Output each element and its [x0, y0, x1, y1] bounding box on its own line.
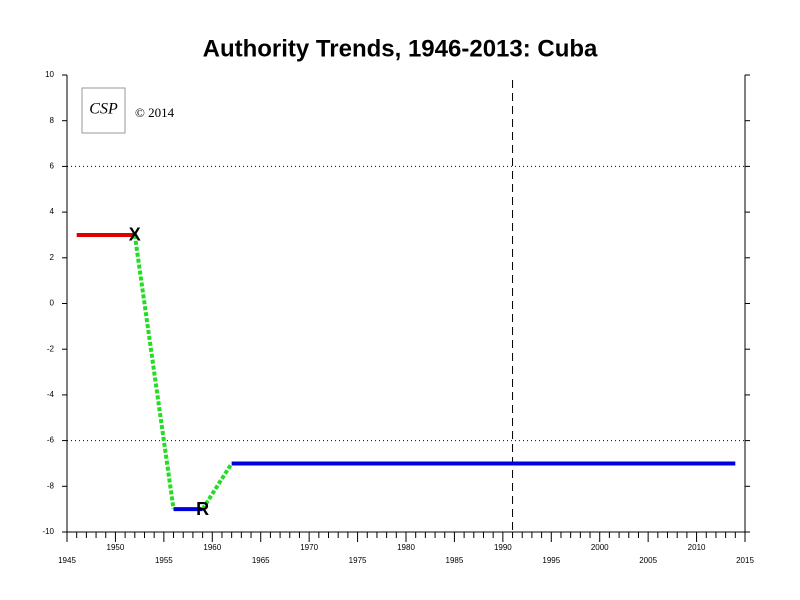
x-tick-label: 1970: [300, 543, 318, 552]
y-tick-label: 0: [50, 299, 55, 308]
x-tick-label: 1995: [542, 556, 560, 565]
x-tick-label: 1945: [58, 556, 76, 565]
y-tick-label: -10: [42, 527, 54, 536]
y-tick-label: 8: [50, 116, 55, 125]
x-tick-label: 2015: [736, 556, 754, 565]
x-tick-label: 1980: [397, 543, 415, 552]
x-tick-label: 1960: [203, 543, 221, 552]
annotation: R: [196, 499, 209, 519]
x-tick-label: 1955: [155, 556, 173, 565]
y-tick-label: 10: [45, 70, 54, 79]
y-tick-label: -8: [47, 481, 55, 490]
y-tick-label: 4: [50, 207, 55, 216]
copyright: © 2014: [135, 105, 175, 120]
x-tick-label: 1975: [349, 556, 367, 565]
annotation: X: [129, 225, 141, 245]
y-tick-label: 2: [50, 253, 55, 262]
x-tick-label: 1950: [107, 543, 125, 552]
y-tick-label: -4: [47, 390, 55, 399]
y-tick-label: -2: [47, 344, 55, 353]
x-tick-label: 2005: [639, 556, 657, 565]
series-line: [200, 462, 234, 511]
logo-box: [81, 87, 126, 134]
x-tick-label: 1965: [252, 556, 270, 565]
x-tick-label: 1990: [494, 543, 512, 552]
x-tick-label: 1985: [446, 556, 464, 565]
x-tick-label: 2010: [688, 543, 706, 552]
logo: CSP: [89, 101, 118, 118]
x-tick-label: 2000: [591, 543, 609, 552]
chart-title: Authority Trends, 1946-2013: Cuba: [203, 35, 598, 62]
y-tick-label: -6: [47, 436, 55, 445]
y-tick-label: 6: [50, 162, 55, 171]
series-line: [132, 234, 176, 510]
